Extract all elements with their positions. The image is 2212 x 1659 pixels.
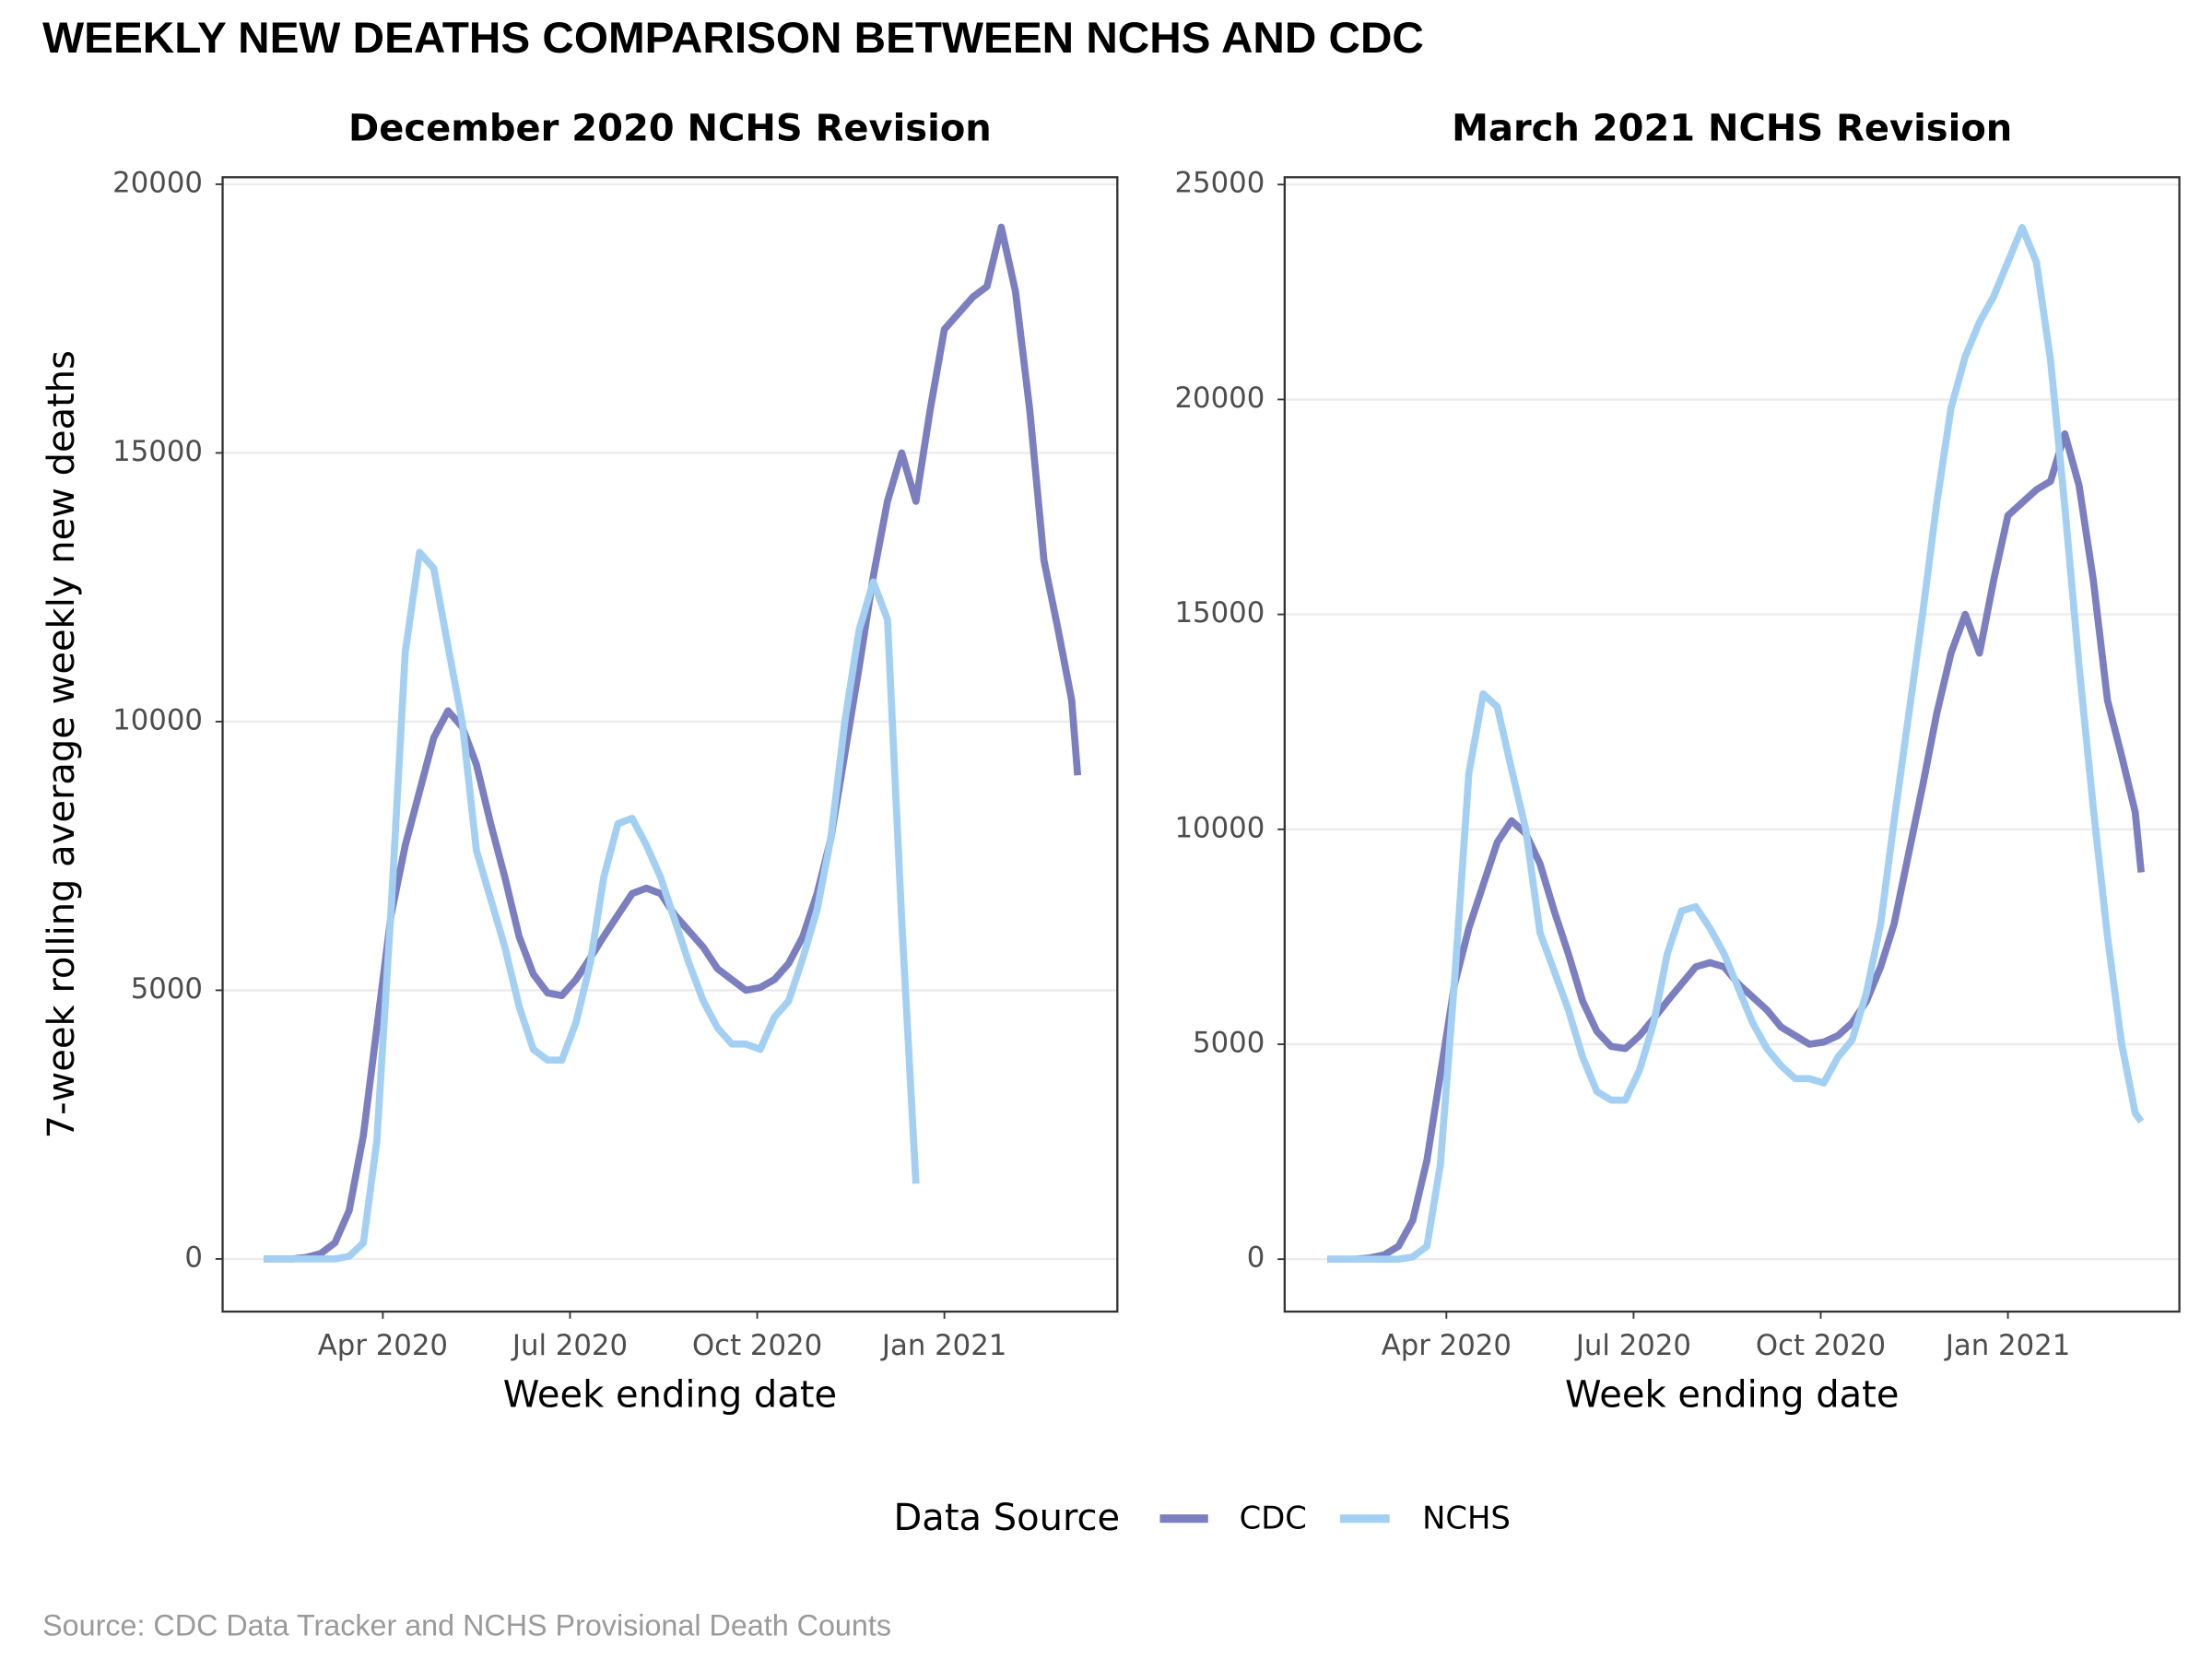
- panel-border: [1283, 176, 2181, 1313]
- y-tick-label: 20000: [1174, 382, 1265, 415]
- source-note: Source: CDC Data Tracker and NCHS Provis…: [42, 1609, 891, 1642]
- page-title: WEEKLY NEW DEATHS COMPARISON BETWEEN NCH…: [42, 14, 1424, 63]
- x-tick-label: Jan 2021: [880, 1329, 1006, 1362]
- y-tick-label: 25000: [1174, 167, 1265, 200]
- series-line: [1327, 224, 2145, 1264]
- y-tick-label: 5000: [1193, 1026, 1265, 1059]
- y-tick-label: 20000: [112, 166, 203, 199]
- y-tick-label: 15000: [112, 435, 203, 468]
- y-tick-label: 10000: [1174, 811, 1265, 844]
- legend-title: Data Source: [894, 1497, 1121, 1539]
- x-tick-label: Oct 2020: [1756, 1329, 1886, 1362]
- panel-title: December 2020 NCHS Revision: [348, 108, 992, 150]
- y-tick-label: 0: [1247, 1241, 1265, 1275]
- y-axis-title: 7-week rolling average weekly new deaths: [41, 350, 83, 1138]
- y-tick-label: 15000: [1174, 596, 1265, 629]
- panel-border: [221, 176, 1119, 1313]
- panel-title: March 2021 NCHS Revision: [1452, 108, 2012, 150]
- x-axis-title: Week ending date: [1565, 1373, 1899, 1416]
- x-axis-title: Week ending date: [503, 1373, 837, 1416]
- x-tick-label: Jul 2020: [1574, 1329, 1691, 1362]
- legend-label: NCHS: [1422, 1500, 1511, 1536]
- y-tick-label: 10000: [112, 703, 203, 736]
- x-tick-label: Oct 2020: [692, 1329, 822, 1362]
- x-tick-label: Jan 2021: [1944, 1329, 2070, 1362]
- x-tick-label: Apr 2020: [1382, 1329, 1512, 1362]
- y-tick-label: 5000: [131, 972, 203, 1006]
- series-line: [264, 548, 920, 1263]
- x-tick-label: Jul 2020: [511, 1329, 628, 1362]
- y-tick-label: 0: [184, 1241, 203, 1274]
- x-tick-label: Apr 2020: [318, 1329, 448, 1362]
- legend-label: CDC: [1240, 1500, 1307, 1536]
